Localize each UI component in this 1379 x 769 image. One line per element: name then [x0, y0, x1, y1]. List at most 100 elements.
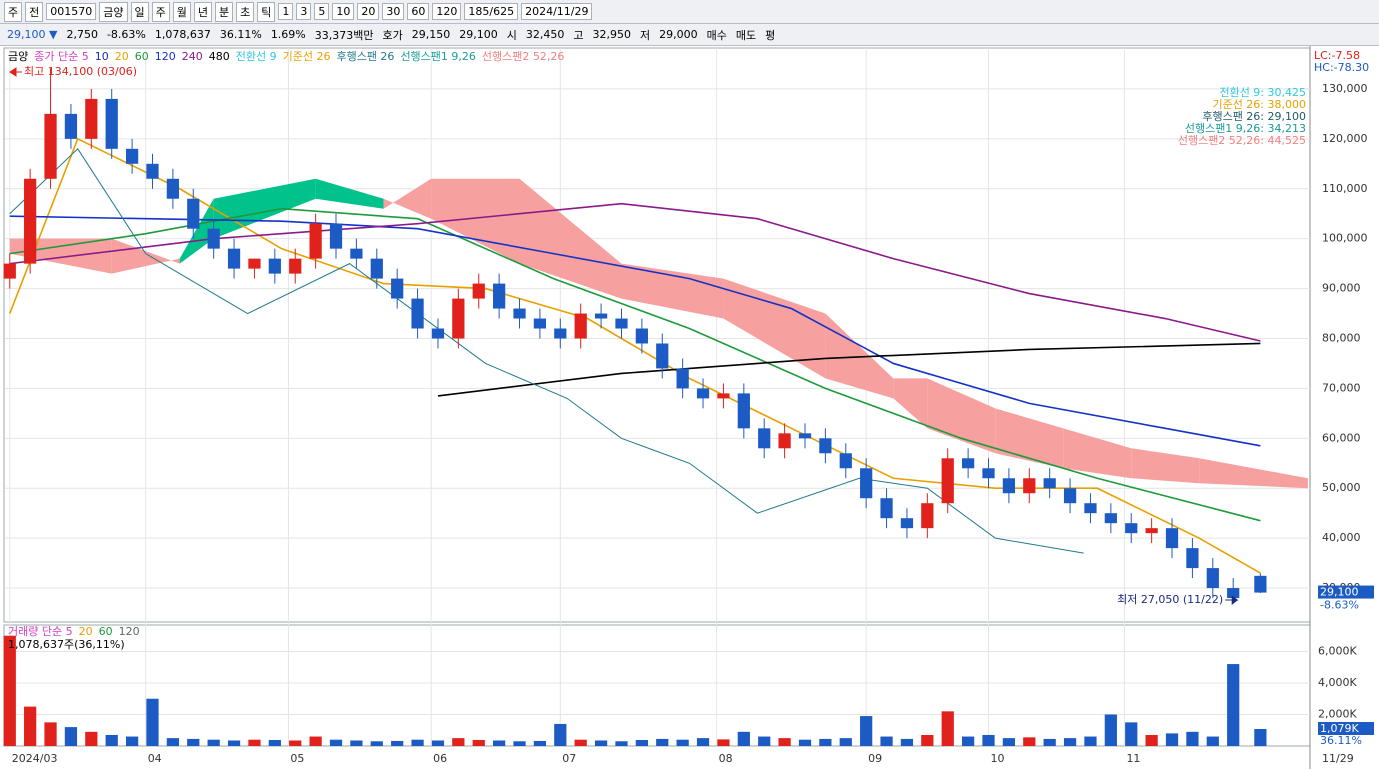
volume-bar	[798, 739, 812, 746]
toolbar-button[interactable]: 60	[407, 3, 430, 20]
arrow	[1225, 594, 1239, 606]
toolbar-button[interactable]: 년	[193, 1, 212, 22]
indicator-value: 후행스팬 26: 29,100	[1202, 110, 1306, 123]
candle-body	[676, 368, 689, 389]
candle-body	[513, 308, 526, 319]
candle-body	[146, 163, 159, 179]
volume-info: 1,078,637주(36,11%)	[8, 638, 125, 651]
legend-entry: 20	[115, 50, 129, 63]
indicator-value: 기준선 26: 38,000	[1212, 98, 1306, 111]
toolbar: 주 전 001570 금양 일 주 월 년 분 초 틱 1 3 5 10 20 30 60 120 185/625 20…	[0, 0, 1379, 24]
y-tick-label: 90,000	[1322, 282, 1361, 295]
candle-body	[268, 258, 281, 274]
legend-entry: 120	[155, 50, 176, 63]
toolbar-button[interactable]: 30	[382, 3, 405, 20]
volume-bar	[900, 738, 914, 746]
y-tick-label: 130,000	[1322, 82, 1368, 95]
x-tick-label: 08	[719, 752, 733, 765]
cloud	[927, 378, 996, 454]
candle-body	[3, 263, 16, 279]
legend-title: 금양	[8, 50, 28, 63]
toolbar-button[interactable]: 185/625	[464, 3, 519, 20]
candle-body	[1125, 523, 1138, 534]
toolbar-button[interactable]: 20	[357, 3, 380, 20]
volume-bar	[1125, 722, 1138, 746]
volume-bar	[1104, 714, 1117, 746]
candle-body	[350, 248, 363, 259]
toolbar-button[interactable]: 주	[4, 1, 23, 22]
volume-bar	[227, 740, 241, 746]
volume-bar	[656, 738, 669, 746]
volume-bar	[452, 738, 465, 746]
candle-body	[309, 223, 322, 259]
candle-body	[615, 318, 628, 329]
volume-bar	[350, 740, 363, 746]
y-tick-label: 80,000	[1322, 331, 1361, 344]
candle-body	[1165, 528, 1179, 549]
volume-bar	[207, 739, 220, 746]
volume-bar	[125, 736, 139, 746]
candle-body	[554, 328, 567, 339]
y-tick-label: 70,000	[1322, 381, 1361, 394]
indicator-line	[437, 342, 1261, 397]
volume-bar	[370, 741, 383, 746]
indicator-line	[9, 148, 1084, 554]
candle-body	[105, 98, 118, 149]
candle-body	[717, 393, 730, 399]
toolbar-button[interactable]: 초	[236, 1, 255, 22]
legend-entry: 선행스팬2 52,26	[482, 50, 564, 63]
lc-label: LC:-7.58	[1314, 49, 1360, 62]
volume-legend: 60	[99, 625, 113, 638]
candle-body	[1145, 528, 1158, 534]
legend-entry: 240	[182, 50, 203, 63]
toolbar-button[interactable]: 001570	[46, 3, 97, 20]
toolbar-button[interactable]: 120	[432, 3, 462, 20]
x-tick-label: 04	[148, 752, 162, 765]
toolbar-button[interactable]: 3	[296, 3, 312, 20]
quote-field: 시	[506, 28, 517, 42]
quote-field: 매도	[735, 28, 757, 42]
low-annotation: 최저 27,050 (11/22)	[1117, 593, 1223, 606]
toolbar-button[interactable]: 분	[215, 1, 234, 22]
cloud	[315, 178, 384, 209]
quote-field: 매수	[706, 28, 727, 42]
candle-body	[635, 328, 648, 344]
x-tick-label: 07	[562, 752, 576, 765]
chart: 130,000 120,000 110,000 100,000 90,000 80,000…	[0, 46, 1379, 769]
quote-field: 호가	[382, 28, 403, 42]
volume-bar	[880, 736, 893, 746]
high-annotation: 최고 134,100 (03/06)	[24, 65, 137, 78]
volume-bar	[513, 741, 526, 746]
volume-bar	[982, 734, 995, 746]
legend-entry: 60	[135, 50, 149, 63]
toolbar-button[interactable]: 금양	[99, 1, 128, 22]
candle-body	[24, 178, 37, 264]
indicator-line	[9, 202, 1261, 342]
volume-bar	[1002, 738, 1016, 746]
toolbar-button[interactable]: 주	[151, 1, 170, 22]
candle-body	[656, 343, 669, 369]
candle-body	[1227, 588, 1240, 599]
candle-body	[574, 313, 587, 339]
candle-body	[187, 198, 200, 229]
toolbar-button[interactable]: 1	[278, 3, 294, 20]
legend-entry: 종가 단순 5	[34, 50, 88, 63]
toolbar-button[interactable]: 일	[130, 1, 149, 22]
volume-tick-label: 4,000K	[1318, 676, 1357, 689]
cloud	[431, 178, 520, 264]
volume-bar	[533, 740, 547, 746]
volume-bar	[24, 706, 37, 746]
toolbar-button[interactable]: 월	[172, 1, 191, 22]
toolbar-button[interactable]: 10	[332, 3, 355, 20]
volume-bar	[1063, 738, 1077, 746]
toolbar-button[interactable]: 5	[314, 3, 330, 20]
toolbar-button[interactable]: 2024/11/29	[521, 3, 593, 20]
toolbar-button[interactable]: 전	[25, 1, 44, 22]
volume-bar	[839, 738, 852, 746]
x-tick-label: 09	[868, 752, 882, 765]
volume-bar	[146, 698, 159, 746]
toolbar-button[interactable]: 틱	[257, 1, 276, 22]
candle-body	[1063, 488, 1077, 504]
volume-bar	[1023, 737, 1036, 746]
volume-bar	[737, 731, 750, 746]
